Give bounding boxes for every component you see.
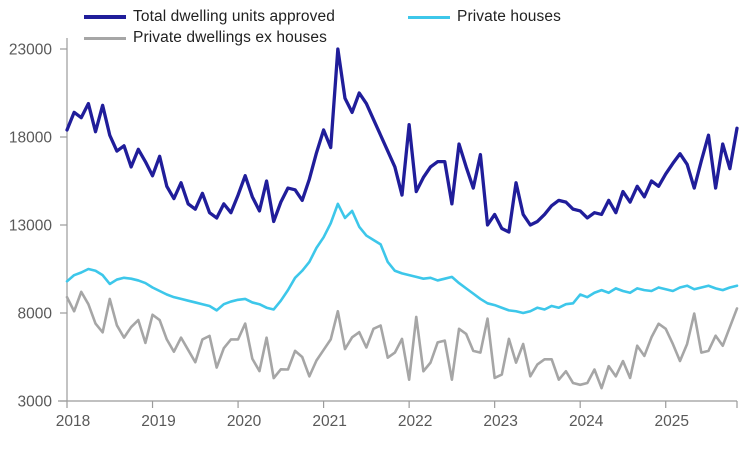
x-axis-label: 2018 [56, 413, 90, 430]
legend-item-private-houses: Private houses [408, 8, 561, 26]
legend-label-total: Total dwelling units approved [133, 8, 335, 25]
legend-swatch-total-icon [84, 15, 126, 19]
legend-item-private-dwellings-ex-houses: Private dwellings ex houses [84, 29, 327, 47]
legend-swatch-private-houses-icon [408, 15, 450, 19]
legend-label-ex-houses: Private dwellings ex houses [133, 29, 327, 46]
legend-item-total-dwelling-units: Total dwelling units approved [84, 8, 335, 26]
y-axis-label: 3000 [18, 394, 53, 411]
x-axis-label: 2021 [312, 413, 346, 430]
x-axis-label: 2019 [141, 413, 175, 430]
x-axis-label: 2023 [483, 413, 517, 430]
y-axis-label: 13000 [9, 218, 52, 235]
x-axis-label: 2020 [227, 413, 262, 430]
series-line-private-houses [65, 202, 739, 315]
legend-label-private-houses: Private houses [457, 8, 561, 25]
y-axis-label: 23000 [9, 42, 52, 59]
y-axis-label: 18000 [9, 130, 52, 147]
y-axis-label: 8000 [18, 306, 53, 323]
series-line-total-dwelling-units-approved [65, 47, 739, 234]
legend-swatch-ex-houses-icon [84, 36, 126, 40]
x-axis-label: 2024 [569, 413, 604, 430]
series-line-private-dwellings-ex-houses [65, 290, 739, 390]
x-axis-label: 2025 [654, 413, 688, 430]
x-axis-label: 2022 [398, 413, 432, 430]
